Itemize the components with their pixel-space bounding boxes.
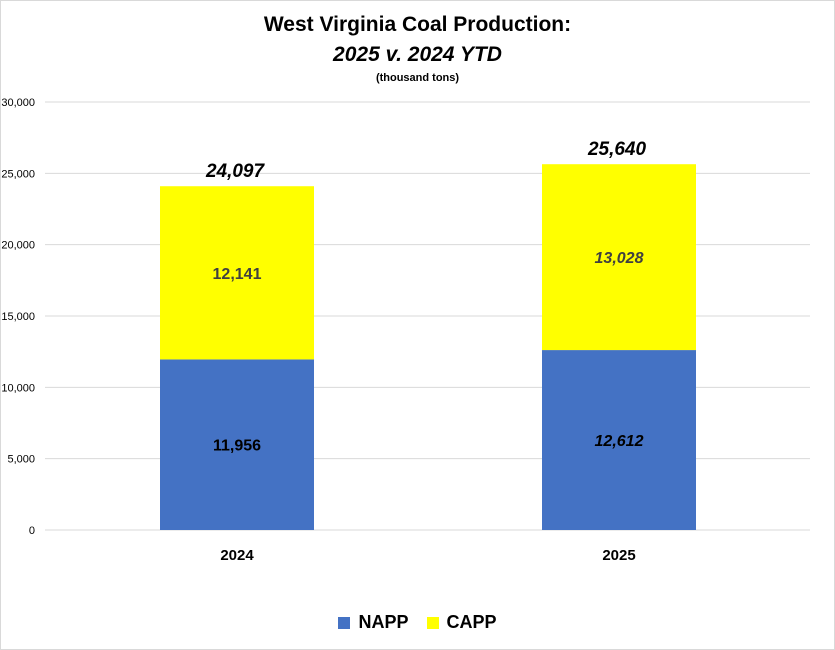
chart-title: West Virginia Coal Production: [263, 13, 572, 36]
bar-segment-napp [542, 350, 696, 530]
total-label: 24,097 [205, 161, 266, 182]
x-tick-label: 2024 [220, 547, 254, 564]
chart-unit-note: (thousand tons) [375, 72, 460, 84]
legend: NAPP CAPP [0, 612, 835, 633]
legend-swatch-napp [338, 616, 351, 629]
y-tick-label: 0 [29, 525, 35, 537]
data-label-napp: 12,612 [595, 433, 644, 450]
chart-subtitle: 2025 v. 2024 YTD [333, 43, 502, 66]
bar-segment-capp [542, 164, 696, 351]
y-tick-label: 30,000 [1, 97, 35, 109]
total-label: 25,640 [587, 139, 647, 160]
y-tick-label: 5,000 [7, 454, 35, 466]
chart-title-block: West Virginia Coal Production: 2025 v. 2… [0, 10, 835, 86]
legend-item-capp: CAPP [426, 612, 497, 633]
y-tick-label: 25,000 [1, 168, 35, 180]
data-label-napp: 11,956 [213, 438, 261, 455]
y-tick-label: 15,000 [1, 311, 35, 323]
bar-segment-napp [160, 359, 314, 530]
data-label-capp: 12,141 [213, 266, 262, 283]
y-tick-label: 20,000 [1, 240, 35, 252]
legend-item-napp: NAPP [338, 612, 409, 633]
data-label-capp: 13,028 [595, 250, 644, 267]
legend-label-capp: CAPP [446, 612, 497, 632]
y-tick-label: 10,000 [1, 382, 35, 394]
legend-swatch-capp [426, 616, 439, 629]
x-tick-label: 2025 [602, 547, 635, 564]
legend-label-napp: NAPP [358, 612, 409, 632]
bar-segment-capp [160, 186, 314, 360]
